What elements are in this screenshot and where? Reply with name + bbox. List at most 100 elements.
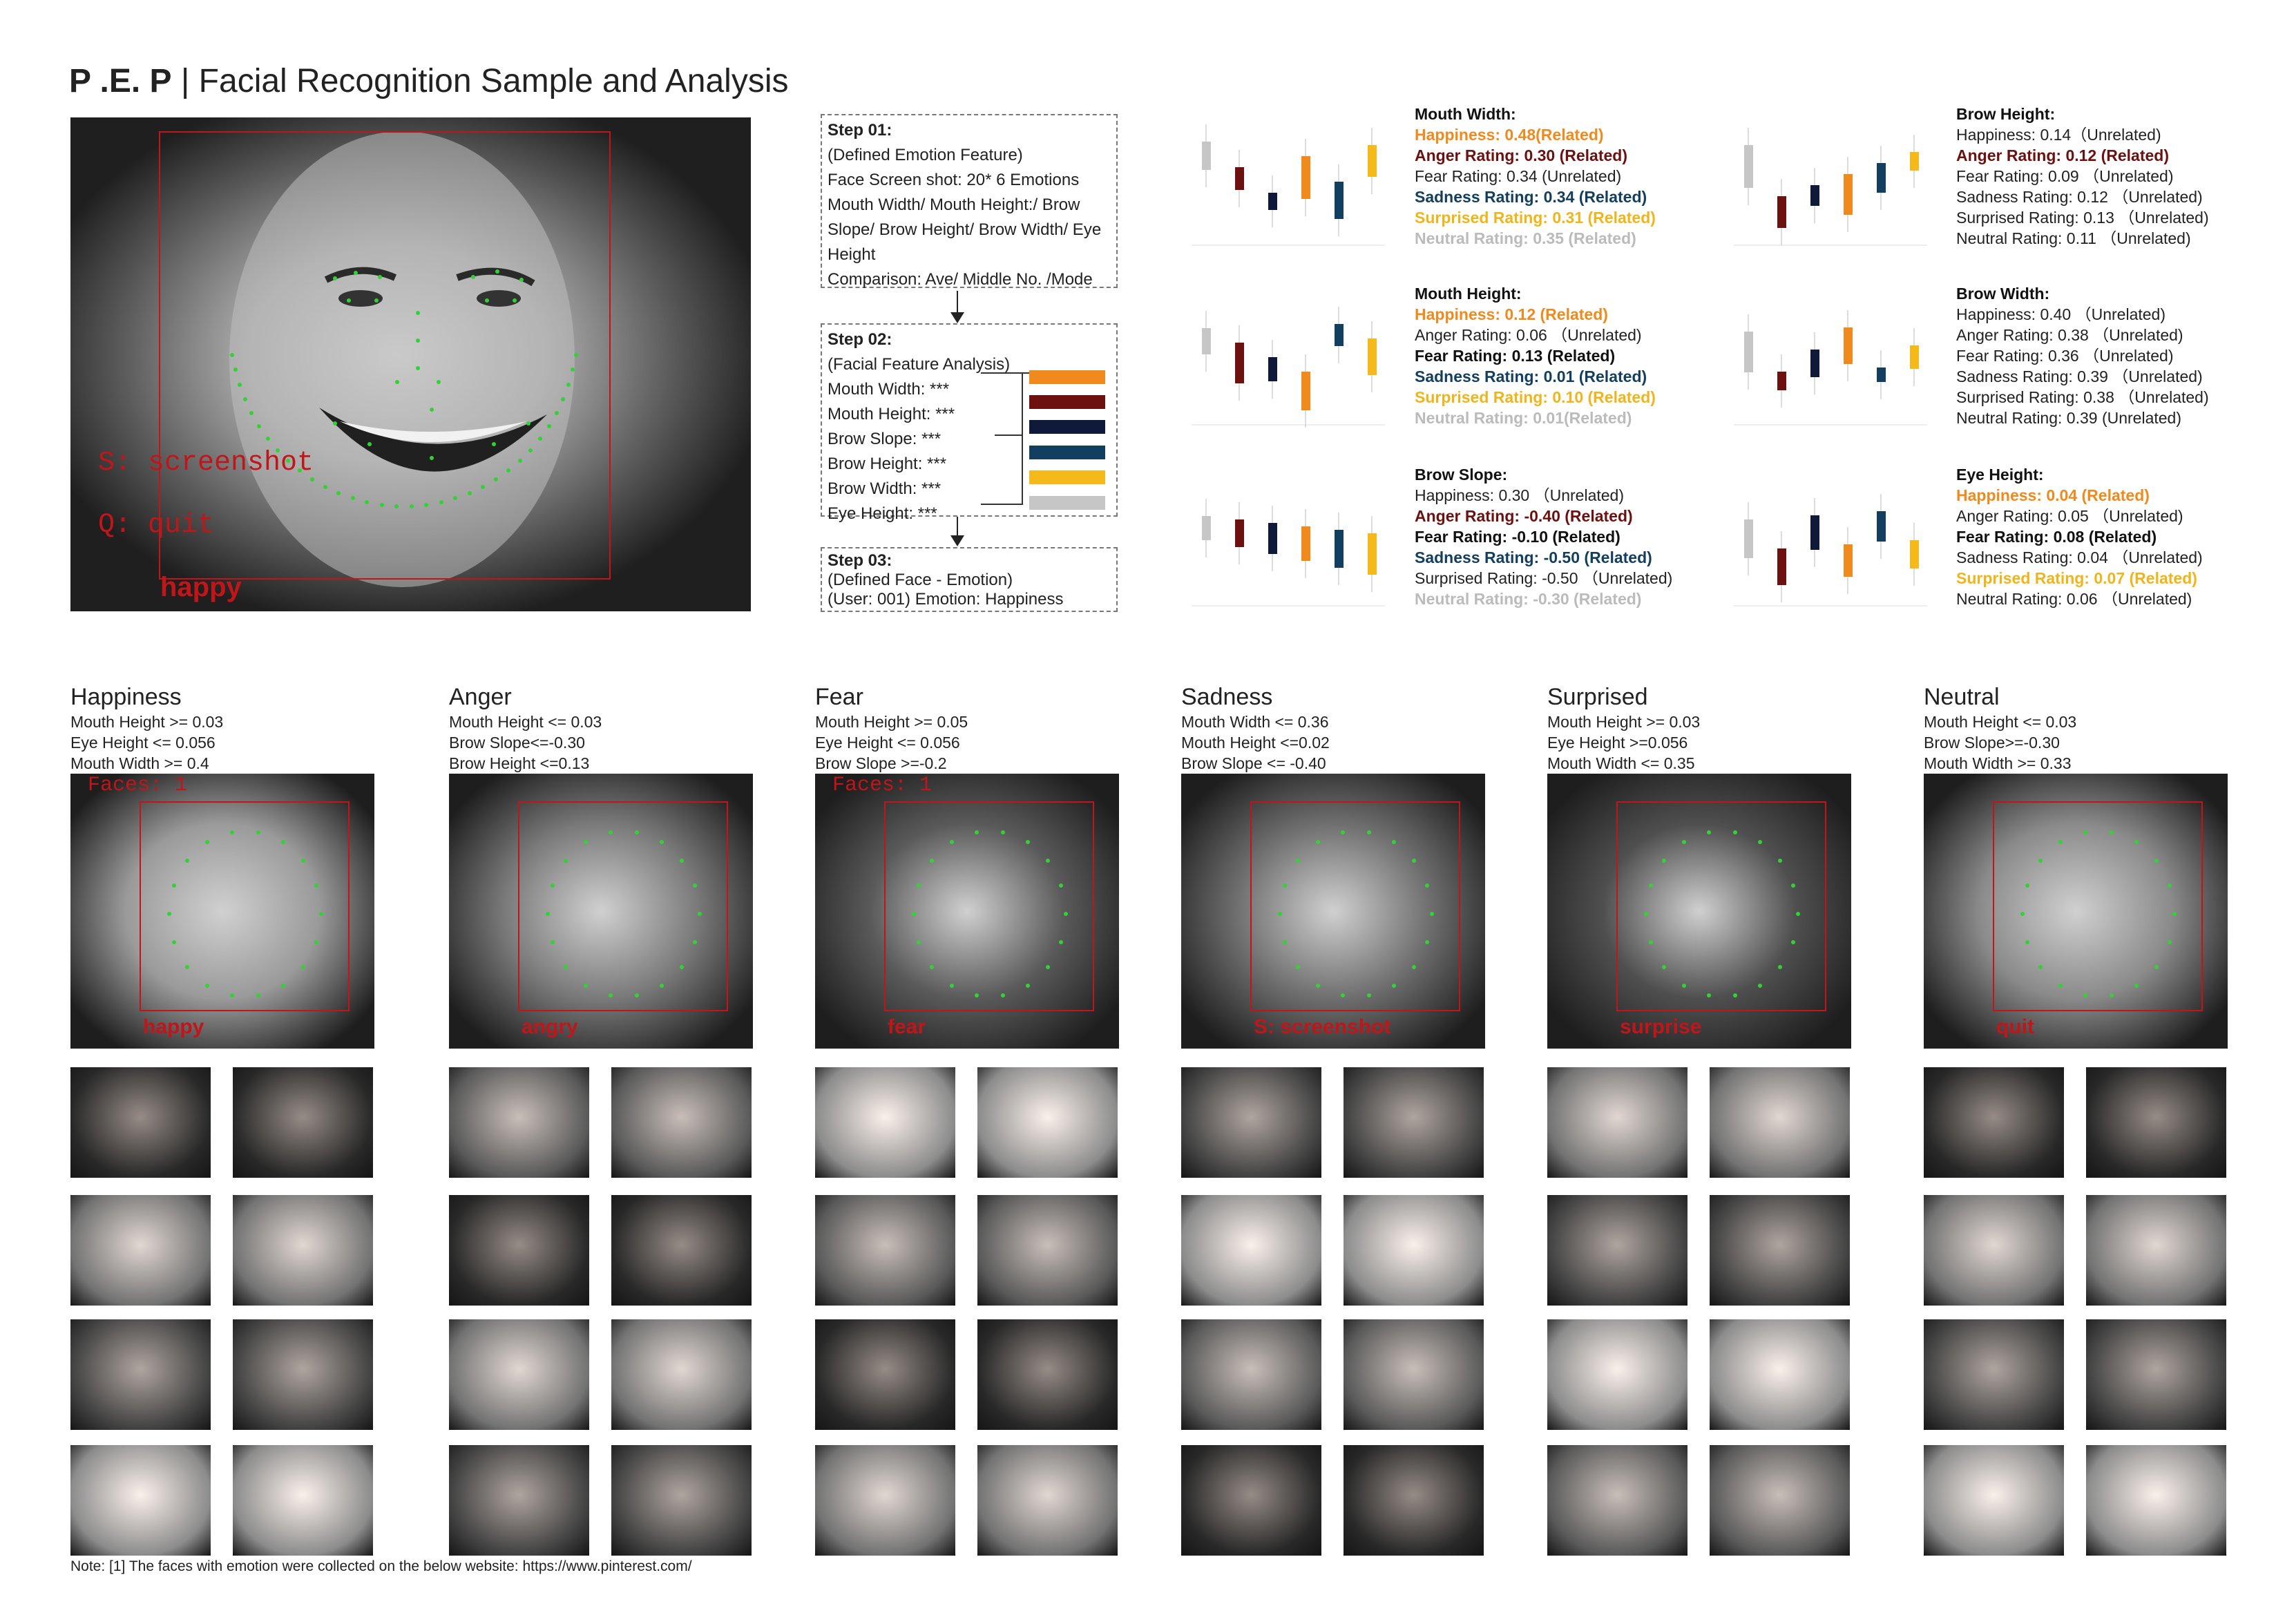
- boxplot-box: [1202, 516, 1211, 540]
- landmark-dot: [416, 366, 420, 370]
- emotion-sample-thumbnail: [815, 1195, 955, 1306]
- landmark-dot: [265, 436, 270, 441]
- landmark-dot: [171, 940, 176, 945]
- emotion-sample-thumbnail: [1924, 1319, 2064, 1430]
- landmark-dot: [314, 940, 319, 945]
- rating-line: Fear Rating: 0.34 (Unrelated): [1415, 167, 1622, 185]
- detection-box: [159, 131, 611, 580]
- landmark-dot: [950, 983, 954, 988]
- landmark-dot: [205, 840, 209, 845]
- boxplot-box: [1301, 372, 1310, 410]
- rating-line: Anger Rating: 0.06 （Unrelated): [1415, 326, 1642, 344]
- emotion-sample-thumbnail: [70, 1319, 211, 1430]
- landmark-dot: [2110, 993, 2114, 998]
- emotion-sample-thumbnail: [1181, 1445, 1321, 1556]
- rating-line: Fear Rating: 0.09 （Unrelated): [1956, 167, 2174, 185]
- emotion-sample-thumbnail: [611, 1445, 752, 1556]
- landmark-dot: [929, 965, 934, 970]
- emotion-rule: Eye Height <= 0.056: [815, 734, 960, 752]
- boxplot-box: [1335, 182, 1344, 219]
- landmark-dot: [1706, 993, 1711, 998]
- boxplot-box: [1777, 548, 1786, 585]
- detection-box: [1993, 801, 2203, 1011]
- rating-line: Fear Rating: 0.13 (Related): [1415, 347, 1616, 365]
- flow-arrow-head: [950, 535, 964, 546]
- landmark-dot: [698, 912, 702, 916]
- emotion-face-photo: Faces: 1 happy: [70, 774, 374, 1049]
- flow-arrow-head: [950, 312, 964, 323]
- rating-line: Happiness: 0.30 （Unrelated): [1415, 486, 1624, 504]
- landmark-dot: [492, 442, 496, 446]
- landmark-dot: [350, 496, 355, 501]
- landmark-dot: [974, 993, 979, 998]
- rating-line: Sadness Rating: 0.39 （Unrelated): [1956, 367, 2203, 385]
- landmark-dot: [1295, 965, 1300, 970]
- landmark-dot: [1001, 993, 1006, 998]
- feature-analysis-title: Brow Slope:: [1415, 466, 1508, 484]
- rating-line: Sadness Rating: 0.04 （Unrelated): [1956, 548, 2203, 566]
- landmark-dot: [1001, 830, 1006, 834]
- emotion-sample-thumbnail: [70, 1445, 211, 1556]
- boxplot-box: [1810, 515, 1819, 550]
- emotion-sample-thumbnail: [977, 1067, 1118, 1178]
- boxplot-box: [1877, 367, 1886, 382]
- boxplot-box: [1235, 519, 1244, 547]
- rating-line: Surprised Rating: 0.13 （Unrelated): [1956, 209, 2209, 227]
- landmark-dot: [2025, 940, 2029, 945]
- detection-box: [884, 801, 1094, 1011]
- landmark-dot: [347, 298, 351, 303]
- flow-arrow: [957, 517, 958, 539]
- landmark-dot: [416, 311, 420, 315]
- landmark-dot: [573, 352, 578, 357]
- emotion-sample-thumbnail: [1344, 1067, 1484, 1178]
- step-01-line: Face Screen shot: 20* 6 Emotions: [828, 171, 1080, 189]
- landmark-dot: [409, 504, 414, 508]
- boxplot-chart: [1192, 124, 1385, 246]
- boxplot-box: [1877, 163, 1886, 193]
- landmark-dot: [229, 830, 234, 834]
- rating-line: Anger Rating: -0.40 (Related): [1415, 507, 1633, 525]
- step-03-line: (User: 001) Emotion: Happiness: [828, 590, 1064, 609]
- landmark-dot: [550, 940, 555, 945]
- landmark-dot: [2168, 940, 2172, 945]
- landmark-dot: [506, 468, 510, 473]
- boxplot-box: [1368, 338, 1377, 375]
- bracket-connector: [981, 372, 1035, 505]
- landmark-dot: [281, 983, 285, 988]
- emotion-sample-thumbnail: [1344, 1319, 1484, 1430]
- boxplot-box: [1844, 544, 1853, 577]
- landmark-dot: [354, 271, 358, 275]
- emotion-sample-thumbnail: [815, 1067, 955, 1178]
- landmark-dot: [495, 269, 499, 274]
- emotion-rule: Mouth Height >= 0.03: [1547, 713, 1701, 731]
- detection-box: [1616, 801, 1826, 1011]
- emotion-sample-thumbnail: [1547, 1445, 1688, 1556]
- landmark-dot: [1367, 993, 1372, 998]
- landmark-dot: [1046, 858, 1051, 863]
- boxplot-box: [1877, 511, 1886, 542]
- emotion-sample-thumbnail: [70, 1195, 211, 1306]
- emotion-sample-thumbnail: [233, 1195, 373, 1306]
- emotion-face-photo: surprise: [1547, 774, 1851, 1049]
- landmark-dot: [2134, 983, 2139, 988]
- emotion-sample-thumbnail: [2086, 1067, 2226, 1178]
- boxplot-box: [1844, 174, 1853, 215]
- emotion-sample-thumbnail: [611, 1067, 752, 1178]
- landmark-dot: [471, 275, 475, 279]
- rating-line: Anger Rating: 0.38 （Unrelated): [1956, 326, 2183, 344]
- landmark-dot: [229, 993, 234, 998]
- emotion-face-photo: Faces: 1 fear: [815, 774, 1119, 1049]
- landmark-dot: [950, 840, 954, 845]
- landmark-dot: [635, 830, 640, 834]
- boxplot-box: [1777, 196, 1786, 228]
- feature-swatch: [1029, 470, 1105, 484]
- emotion-label: angry: [522, 1015, 578, 1038]
- emotion-title: Happiness: [70, 684, 182, 710]
- rating-line: Happiness: 0.40 （Unrelated): [1956, 305, 2166, 323]
- landmark-dot: [528, 448, 533, 452]
- rating-line: Neutral Rating: 0.35 (Related): [1415, 229, 1636, 247]
- landmark-dot: [1026, 983, 1030, 988]
- emotion-sample-thumbnail: [977, 1319, 1118, 1430]
- landmark-dot: [230, 352, 235, 357]
- landmark-dot: [494, 477, 499, 481]
